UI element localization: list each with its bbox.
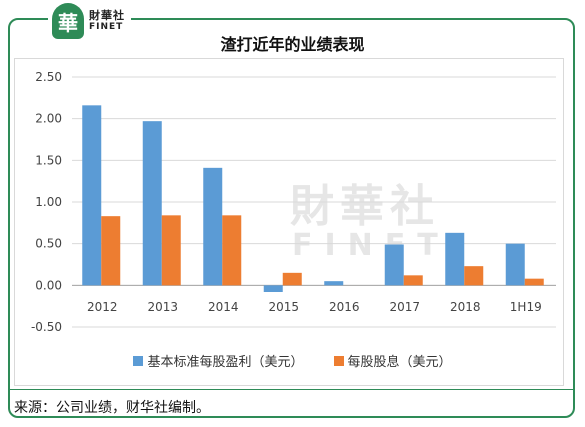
chart-frame [8, 18, 575, 418]
logo-text: 財華社 FINET [89, 10, 125, 32]
bar-dps-2013 [161, 215, 181, 286]
legend-item-eps: 基本标准每股盈利（美元） [133, 351, 304, 370]
x-tick-label: 2016 [329, 300, 360, 314]
x-tick-label: 2018 [450, 300, 481, 314]
x-tick-label: 2013 [147, 300, 178, 314]
legend-swatch-dps [333, 355, 344, 366]
x-tick-label: 2015 [268, 300, 299, 314]
y-tick-label: -0.50 [31, 320, 62, 334]
legend-swatch-eps [133, 355, 144, 366]
logo-name-en: FINET [89, 22, 124, 32]
legend-item-dps: 每股股息（美元） [333, 351, 452, 370]
y-tick-label: 0.50 [35, 237, 62, 251]
bar-eps-2012 [82, 105, 102, 286]
chart-title: 渣打近年的业绩表现 [220, 35, 365, 54]
chart-legend: 基本标准每股盈利（美元） 每股股息（美元） [0, 351, 585, 370]
bar-eps-2013 [142, 121, 162, 286]
y-tick-label: 1.00 [35, 195, 62, 209]
finet-logo: 華 財華社 FINET [48, 2, 131, 40]
bar-dps-2014 [222, 215, 242, 286]
bar-eps-1h19 [505, 243, 525, 286]
bar-eps-2018 [445, 232, 465, 286]
y-tick-label: 2.50 [35, 70, 62, 84]
bar-dps-2015 [282, 272, 302, 286]
y-tick-label: 0.00 [35, 278, 62, 292]
bar-dps-2018 [464, 266, 484, 286]
legend-label-dps: 每股股息（美元） [347, 355, 452, 370]
x-tick-label: 1H19 [510, 300, 542, 314]
source-divider [10, 389, 573, 390]
x-tick-label: 2012 [87, 300, 118, 314]
bar-eps-2014 [203, 167, 223, 286]
logo-badge: 華 [52, 3, 84, 39]
bar-eps-2016 [324, 281, 344, 286]
logo-name-cn: 財華社 [89, 9, 125, 22]
x-tick-label: 2014 [208, 300, 239, 314]
source-note: 来源：公司业绩，财华社编制。 [14, 400, 210, 416]
bar-dps-1h19 [524, 278, 544, 286]
y-tick-label: 1.50 [35, 153, 62, 167]
watermark-en: FINET [292, 228, 450, 263]
y-tick-label: 2.00 [35, 112, 62, 126]
bar-eps-2017 [384, 244, 404, 286]
watermark-cn: 財華社 [290, 181, 440, 232]
legend-label-eps: 基本标准每股盈利（美元） [147, 355, 304, 370]
bar-eps-2015 [263, 285, 283, 292]
bar-dps-2012 [101, 216, 121, 286]
x-tick-label: 2017 [389, 300, 420, 314]
bar-dps-2017 [403, 275, 423, 286]
